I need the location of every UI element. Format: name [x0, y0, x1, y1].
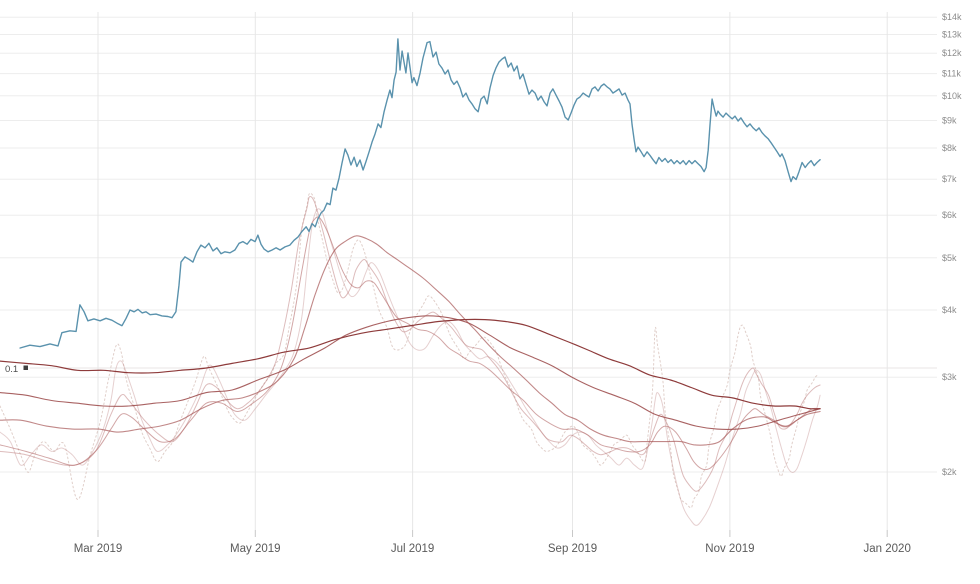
y-axis-label: $7k — [942, 174, 957, 184]
y-axis-label: $6k — [942, 210, 957, 220]
left-axis-marker-square — [23, 365, 28, 370]
y-axis-label: $3k — [942, 372, 957, 382]
x-axis-label: Jul 2019 — [391, 543, 434, 555]
y-axis-label: $10k — [942, 91, 962, 101]
ratio-raw-line — [0, 208, 821, 526]
ratio-raw-dotted-line — [0, 192, 818, 509]
ratio-smooth-med2-line — [0, 235, 821, 446]
ratio-smooth-slowest-line — [0, 318, 821, 410]
y-axis-label: $11k — [942, 69, 961, 79]
right-axis-labels: $2k $3k $4k $5k $6k $7k $8k $9k $10k $11k $12k $13k… — [942, 12, 962, 477]
y-axis-label: $4k — [942, 305, 957, 315]
y-axis-label: $12k — [942, 48, 962, 58]
ratio-smooth-slow-line — [0, 315, 821, 431]
x-axis-label: Sep 2019 — [548, 543, 597, 555]
btc-price-line — [19, 38, 821, 349]
horizontal-gridlines — [0, 16, 937, 473]
bottom-axis-labels: Mar 2019 May 2019 Jul 2019 Sep 2019 Nov 2019… — [74, 543, 911, 555]
x-axis-label: Nov 2019 — [705, 543, 754, 555]
x-axis-label: Jan 2020 — [864, 543, 911, 555]
y-axis-label: $5k — [942, 253, 957, 263]
x-axis-label: Mar 2019 — [74, 543, 123, 555]
left-axis-tick-label: 0.1 — [5, 364, 18, 375]
left-axis-label-group: 0.1 — [5, 364, 28, 375]
ratio-smooth-med-line — [0, 216, 821, 471]
ratio-smooth-fast-line — [0, 196, 821, 492]
x-axis-label: May 2019 — [230, 543, 281, 555]
y-axis-label: $2k — [942, 467, 957, 477]
series-lines — [0, 38, 821, 526]
y-axis-label: $13k — [942, 30, 962, 40]
vertical-gridlines — [97, 12, 888, 537]
y-axis-label: $9k — [942, 116, 957, 126]
y-axis-label: $14k — [942, 12, 962, 22]
y-axis-label: $8k — [942, 143, 957, 153]
